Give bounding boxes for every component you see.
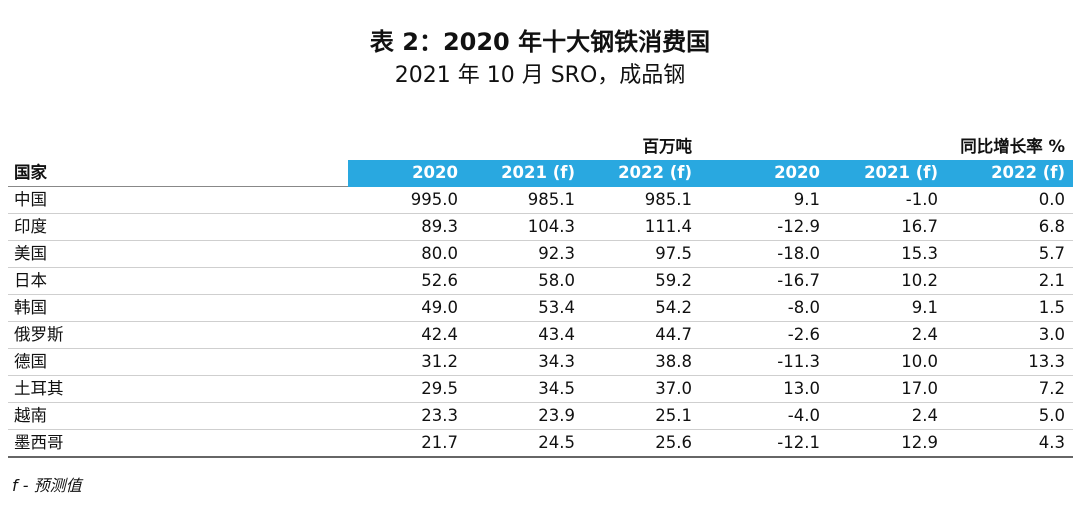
data-table: 百万吨 同比增长率 % 国家 2020 2021 (f) 2022 (f) 2020 2021… — [8, 134, 1073, 458]
value-cell: 43.4 — [466, 321, 583, 349]
country-cell: 中国 — [8, 186, 348, 214]
value-cell: 111.4 — [583, 213, 700, 241]
value-cell: 5.7 — [946, 240, 1073, 268]
value-cell: 34.5 — [466, 375, 583, 403]
column-header: 2020 — [700, 160, 828, 187]
value-cell: 2.4 — [828, 402, 946, 430]
value-cell: 15.3 — [828, 240, 946, 268]
country-cell: 土耳其 — [8, 375, 348, 403]
value-cell: 6.8 — [946, 213, 1073, 241]
value-cell: 53.4 — [466, 294, 583, 322]
value-cell: 7.2 — [946, 375, 1073, 403]
table-row: 土耳其 29.5 34.5 37.0 13.0 17.0 7.2 — [8, 375, 1073, 403]
table-row: 俄罗斯 42.4 43.4 44.7 -2.6 2.4 3.0 — [8, 321, 1073, 349]
value-cell: 985.1 — [466, 186, 583, 214]
value-cell: 52.6 — [348, 267, 466, 295]
value-cell: 25.6 — [583, 429, 700, 458]
value-cell: -8.0 — [700, 294, 828, 322]
value-cell: 10.0 — [828, 348, 946, 376]
table-row: 美国 80.0 92.3 97.5 -18.0 15.3 5.7 — [8, 240, 1073, 268]
value-cell: -16.7 — [700, 267, 828, 295]
value-cell: 5.0 — [946, 402, 1073, 430]
value-cell: 23.3 — [348, 402, 466, 430]
value-cell: -18.0 — [700, 240, 828, 268]
country-cell: 墨西哥 — [8, 429, 348, 458]
value-cell: 92.3 — [466, 240, 583, 268]
value-cell: 13.0 — [700, 375, 828, 403]
value-cell: 25.1 — [583, 402, 700, 430]
value-cell: 38.8 — [583, 348, 700, 376]
value-cell: 23.9 — [466, 402, 583, 430]
value-cell: 0.0 — [946, 186, 1073, 214]
value-cell: -12.1 — [700, 429, 828, 458]
column-header: 2020 — [348, 160, 466, 187]
column-header: 2021 (f) — [828, 160, 946, 187]
value-cell: 49.0 — [348, 294, 466, 322]
column-header: 2021 (f) — [466, 160, 583, 187]
table-row: 德国 31.2 34.3 38.8 -11.3 10.0 13.3 — [8, 348, 1073, 376]
value-cell: 58.0 — [466, 267, 583, 295]
unit-label: 同比增长率 % — [960, 137, 1065, 156]
unit-row: 百万吨 同比增长率 % — [8, 134, 1073, 160]
table-row: 韩国 49.0 53.4 54.2 -8.0 9.1 1.5 — [8, 294, 1073, 322]
value-cell: 985.1 — [583, 186, 700, 214]
value-cell: 1.5 — [946, 294, 1073, 322]
country-cell: 韩国 — [8, 294, 348, 322]
country-cell: 日本 — [8, 267, 348, 295]
value-cell: 4.3 — [946, 429, 1073, 458]
table-row: 印度 89.3 104.3 111.4 -12.9 16.7 6.8 — [8, 213, 1073, 241]
value-cell: 59.2 — [583, 267, 700, 295]
country-cell: 越南 — [8, 402, 348, 430]
value-cell: 2.4 — [828, 321, 946, 349]
value-cell: 44.7 — [583, 321, 700, 349]
value-cell: -1.0 — [828, 186, 946, 214]
column-header: 2022 (f) — [583, 160, 700, 187]
value-cell: 3.0 — [946, 321, 1073, 349]
value-cell: -2.6 — [700, 321, 828, 349]
value-cell: 104.3 — [466, 213, 583, 241]
value-cell: 97.5 — [583, 240, 700, 268]
value-cell: -11.3 — [700, 348, 828, 376]
value-cell: 21.7 — [348, 429, 466, 458]
country-cell: 美国 — [8, 240, 348, 268]
footnote: f - 预测值 — [12, 476, 82, 495]
table-row: 中国 995.0 985.1 985.1 9.1 -1.0 0.0 — [8, 186, 1073, 214]
column-header: 国家 — [8, 160, 348, 187]
country-cell: 印度 — [8, 213, 348, 241]
value-cell: 80.0 — [348, 240, 466, 268]
value-cell: 17.0 — [828, 375, 946, 403]
country-cell: 德国 — [8, 348, 348, 376]
value-cell: 29.5 — [348, 375, 466, 403]
header-row: 国家 2020 2021 (f) 2022 (f) 2020 2021 (f) 2022 (… — [8, 160, 1073, 187]
value-cell: 34.3 — [466, 348, 583, 376]
subtitle: 2021 年 10 月 SRO，成品钢 — [394, 63, 686, 88]
value-cell: 37.0 — [583, 375, 700, 403]
value-cell: 42.4 — [348, 321, 466, 349]
value-cell: 9.1 — [828, 294, 946, 322]
value-cell: 89.3 — [348, 213, 466, 241]
title: 表 2：2020 年十大钢铁消费国 — [369, 28, 711, 56]
value-cell: 16.7 — [828, 213, 946, 241]
value-cell: 2.1 — [946, 267, 1073, 295]
column-header: 2022 (f) — [946, 160, 1073, 187]
value-cell: 13.3 — [946, 348, 1073, 376]
table-row: 墨西哥 21.7 24.5 25.6 -12.1 12.9 4.3 — [8, 429, 1073, 458]
value-cell: 995.0 — [348, 186, 466, 214]
value-cell: 10.2 — [828, 267, 946, 295]
value-cell: 24.5 — [466, 429, 583, 458]
unit-label: 百万吨 — [642, 137, 693, 156]
value-cell: -12.9 — [700, 213, 828, 241]
value-cell: -4.0 — [700, 402, 828, 430]
value-cell: 54.2 — [583, 294, 700, 322]
country-cell: 俄罗斯 — [8, 321, 348, 349]
table-row: 越南 23.3 23.9 25.1 -4.0 2.4 5.0 — [8, 402, 1073, 430]
value-cell: 31.2 — [348, 348, 466, 376]
value-cell: 9.1 — [700, 186, 828, 214]
value-cell: 12.9 — [828, 429, 946, 458]
table-row: 日本 52.6 58.0 59.2 -16.7 10.2 2.1 — [8, 267, 1073, 295]
